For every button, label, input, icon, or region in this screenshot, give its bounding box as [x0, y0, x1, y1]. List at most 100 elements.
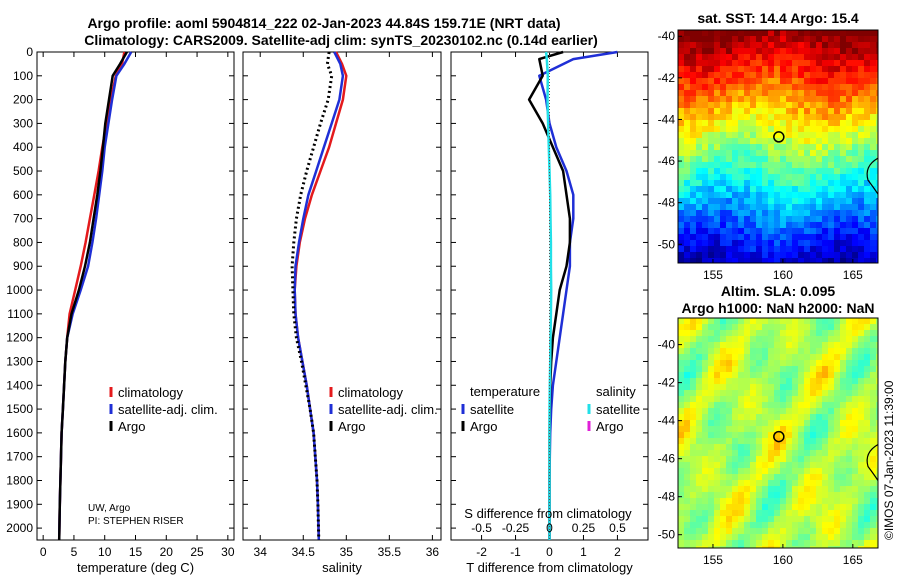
sla_map-cell — [702, 528, 708, 534]
sst_map-cell — [840, 156, 846, 162]
sla_map-cell — [738, 342, 744, 348]
sst_map-cell — [774, 78, 780, 84]
sla_map-cell — [780, 402, 786, 408]
sst_map-cell — [780, 192, 786, 198]
sst_map-cell — [828, 204, 834, 210]
sst_map-cell — [768, 162, 774, 168]
sst_map-cell — [864, 102, 870, 108]
sst_map-cell — [822, 246, 828, 252]
sst_map-cell — [846, 72, 852, 78]
sla_map-cell — [858, 342, 864, 348]
sla_map-cell — [744, 450, 750, 456]
sla_map-cell — [702, 462, 708, 468]
sst_map-cell — [774, 102, 780, 108]
sla_map-cell — [846, 468, 852, 474]
sla_map-cell — [774, 318, 780, 324]
sla_map-cell — [852, 366, 858, 372]
sla_map-cell — [708, 510, 714, 516]
sst_map-cell — [798, 54, 804, 60]
sla_map-cell — [696, 534, 702, 540]
sla_map-cell — [864, 534, 870, 540]
sla_map-cell — [846, 510, 852, 516]
sst_map-cell — [774, 150, 780, 156]
sla_map-cell — [876, 402, 878, 408]
sla_map-cell — [810, 540, 816, 546]
sst_map-cell — [798, 252, 804, 258]
sst_map-cell — [792, 42, 798, 48]
sst_map-cell — [690, 204, 696, 210]
sst_map-cell — [816, 210, 822, 216]
sla_map-cell — [828, 504, 834, 510]
sla_map-cell — [714, 348, 720, 354]
sla_map-cell — [876, 456, 878, 462]
sst_map-cell — [798, 246, 804, 252]
sst_map-cell — [822, 132, 828, 138]
sst_map-cell — [702, 126, 708, 132]
sst_map-cell — [774, 174, 780, 180]
sst_map-cell — [720, 252, 726, 258]
sst_map-cell — [744, 54, 750, 60]
sst_map-cell — [786, 132, 792, 138]
sla_map-cell — [774, 336, 780, 342]
sst_map-cell — [852, 240, 858, 246]
sla_map-cell — [750, 408, 756, 414]
sst_map-cell — [714, 48, 720, 54]
sla_map-cell — [870, 402, 876, 408]
sla_map-cell — [708, 420, 714, 426]
sst_map-cell — [816, 192, 822, 198]
sst_map-cell — [750, 168, 756, 174]
sla_map-cell — [846, 534, 852, 540]
sla_map-cell — [756, 324, 762, 330]
sst_map-cell — [828, 162, 834, 168]
sst_map-cell — [678, 72, 684, 78]
sla_map-cell — [828, 450, 834, 456]
sst_map-cell — [864, 162, 870, 168]
sst_map-cell — [852, 144, 858, 150]
sst_map-cell — [780, 228, 786, 234]
sst_map-cell — [708, 252, 714, 258]
sst_map-cell — [816, 96, 822, 102]
sst_map-cell — [768, 180, 774, 186]
sst_map-cell — [786, 144, 792, 150]
sla_map-cell — [828, 522, 834, 528]
sla_map-cell — [834, 432, 840, 438]
sla_map-cell — [810, 528, 816, 534]
sla_map-cell — [768, 366, 774, 372]
argo-location-marker — [773, 131, 785, 143]
sst_map-cell — [726, 180, 732, 186]
sla_map-cell — [840, 318, 846, 324]
sst_map-cell — [828, 258, 834, 263]
sla_map-cell — [726, 516, 732, 522]
sst_map-cell — [696, 42, 702, 48]
sla_map-cell — [696, 528, 702, 534]
sst_map-cell — [762, 246, 768, 252]
sst_map-cell — [684, 222, 690, 228]
sla_map-cell — [786, 390, 792, 396]
sla_map-cell — [750, 438, 756, 444]
sst_map-cell — [702, 120, 708, 126]
sst_map-cell — [810, 114, 816, 120]
sst_map-cell — [822, 258, 828, 263]
sla_map-cell — [750, 420, 756, 426]
sst_map-cell — [828, 132, 834, 138]
sla_map-cell — [786, 480, 792, 486]
sla_map-cell — [750, 348, 756, 354]
sla_map-cell — [828, 546, 834, 548]
sla_map-cell — [810, 498, 816, 504]
sla_map-cell — [786, 348, 792, 354]
sla_map-cell — [798, 390, 804, 396]
sst_map-cell — [780, 72, 786, 78]
imos-stamp: ©IMOS 07-Jan-2023 11:39:00 — [882, 380, 896, 540]
sst_map-cell — [738, 216, 744, 222]
sst_map-cell — [750, 204, 756, 210]
sst_map-cell — [840, 72, 846, 78]
sla_map-cell — [834, 450, 840, 456]
sla_map-cell — [714, 504, 720, 510]
sst_map-cell — [822, 72, 828, 78]
sla_map-cell — [852, 438, 858, 444]
sst_map-cell — [708, 246, 714, 252]
sst_map-xtick-label: 160 — [773, 268, 793, 282]
sla_map-xtick-label: 155 — [703, 553, 723, 567]
sla_map-cell — [762, 330, 768, 336]
sla_map-cell — [690, 348, 696, 354]
